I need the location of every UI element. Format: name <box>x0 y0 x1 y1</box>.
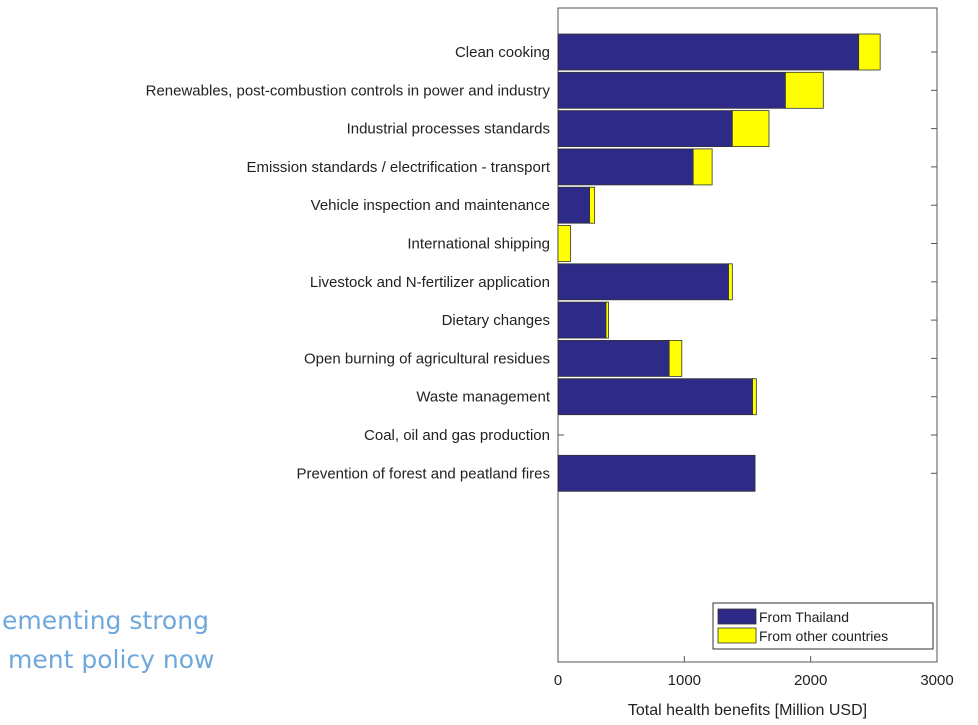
x-tick-label: 3000 <box>920 672 953 689</box>
bar-from-thailand <box>557 339 670 377</box>
bar-from-other-countries <box>752 378 757 416</box>
bar-from-thailand <box>557 263 729 301</box>
bar-from-other-countries <box>731 110 770 147</box>
bar-from-thailand <box>557 148 694 186</box>
category-label: International shipping <box>407 236 550 253</box>
bar-from-other-countries <box>858 33 881 71</box>
category-label: Vehicle inspection and maintenance <box>311 197 550 214</box>
legend-label-thailand: From Thailand <box>759 609 849 625</box>
bar-from-other-countries <box>668 339 683 377</box>
legend-swatch-other-countries <box>717 627 757 644</box>
category-label: Renewables, post-combustion controls in … <box>146 82 551 99</box>
category-label: Waste management <box>416 389 551 406</box>
x-tick-label: 0 <box>554 672 562 689</box>
bar-from-thailand <box>557 33 860 71</box>
bar-from-other-countries <box>557 225 572 262</box>
bar-from-other-countries <box>589 186 596 224</box>
x-axis-label: Total health benefits [Million USD] <box>628 702 867 719</box>
legend-swatch-thailand <box>717 608 757 625</box>
bar-from-thailand <box>557 454 756 492</box>
legend-label-other-countries: From other countries <box>759 628 888 644</box>
bar-from-other-countries <box>605 301 609 339</box>
background-slide-text-line-1: ementing strong <box>2 606 209 635</box>
category-label: Livestock and N-fertilizer application <box>310 274 550 291</box>
category-label: Industrial processes standards <box>347 121 550 138</box>
bar-from-thailand <box>557 71 786 109</box>
x-tick-label: 1000 <box>668 672 701 689</box>
background-slide-text-line-2: ment policy now <box>8 645 215 674</box>
bar-from-thailand <box>557 301 607 339</box>
bar-from-other-countries <box>692 148 713 186</box>
category-label: Prevention of forest and peatland fires <box>297 465 551 482</box>
category-label: Coal, oil and gas production <box>364 427 550 444</box>
category-label: Open burning of agricultural residues <box>304 350 550 367</box>
category-label: Dietary changes <box>442 312 550 329</box>
bar-from-other-countries <box>728 263 733 301</box>
category-label: Emission standards / electrification - t… <box>247 159 551 176</box>
category-label: Clean cooking <box>455 44 550 61</box>
x-tick-label: 2000 <box>794 672 827 689</box>
bar-from-thailand <box>557 378 753 416</box>
bar-from-thailand <box>557 186 590 224</box>
bar-from-other-countries <box>785 71 824 109</box>
bar-from-thailand <box>557 110 733 147</box>
